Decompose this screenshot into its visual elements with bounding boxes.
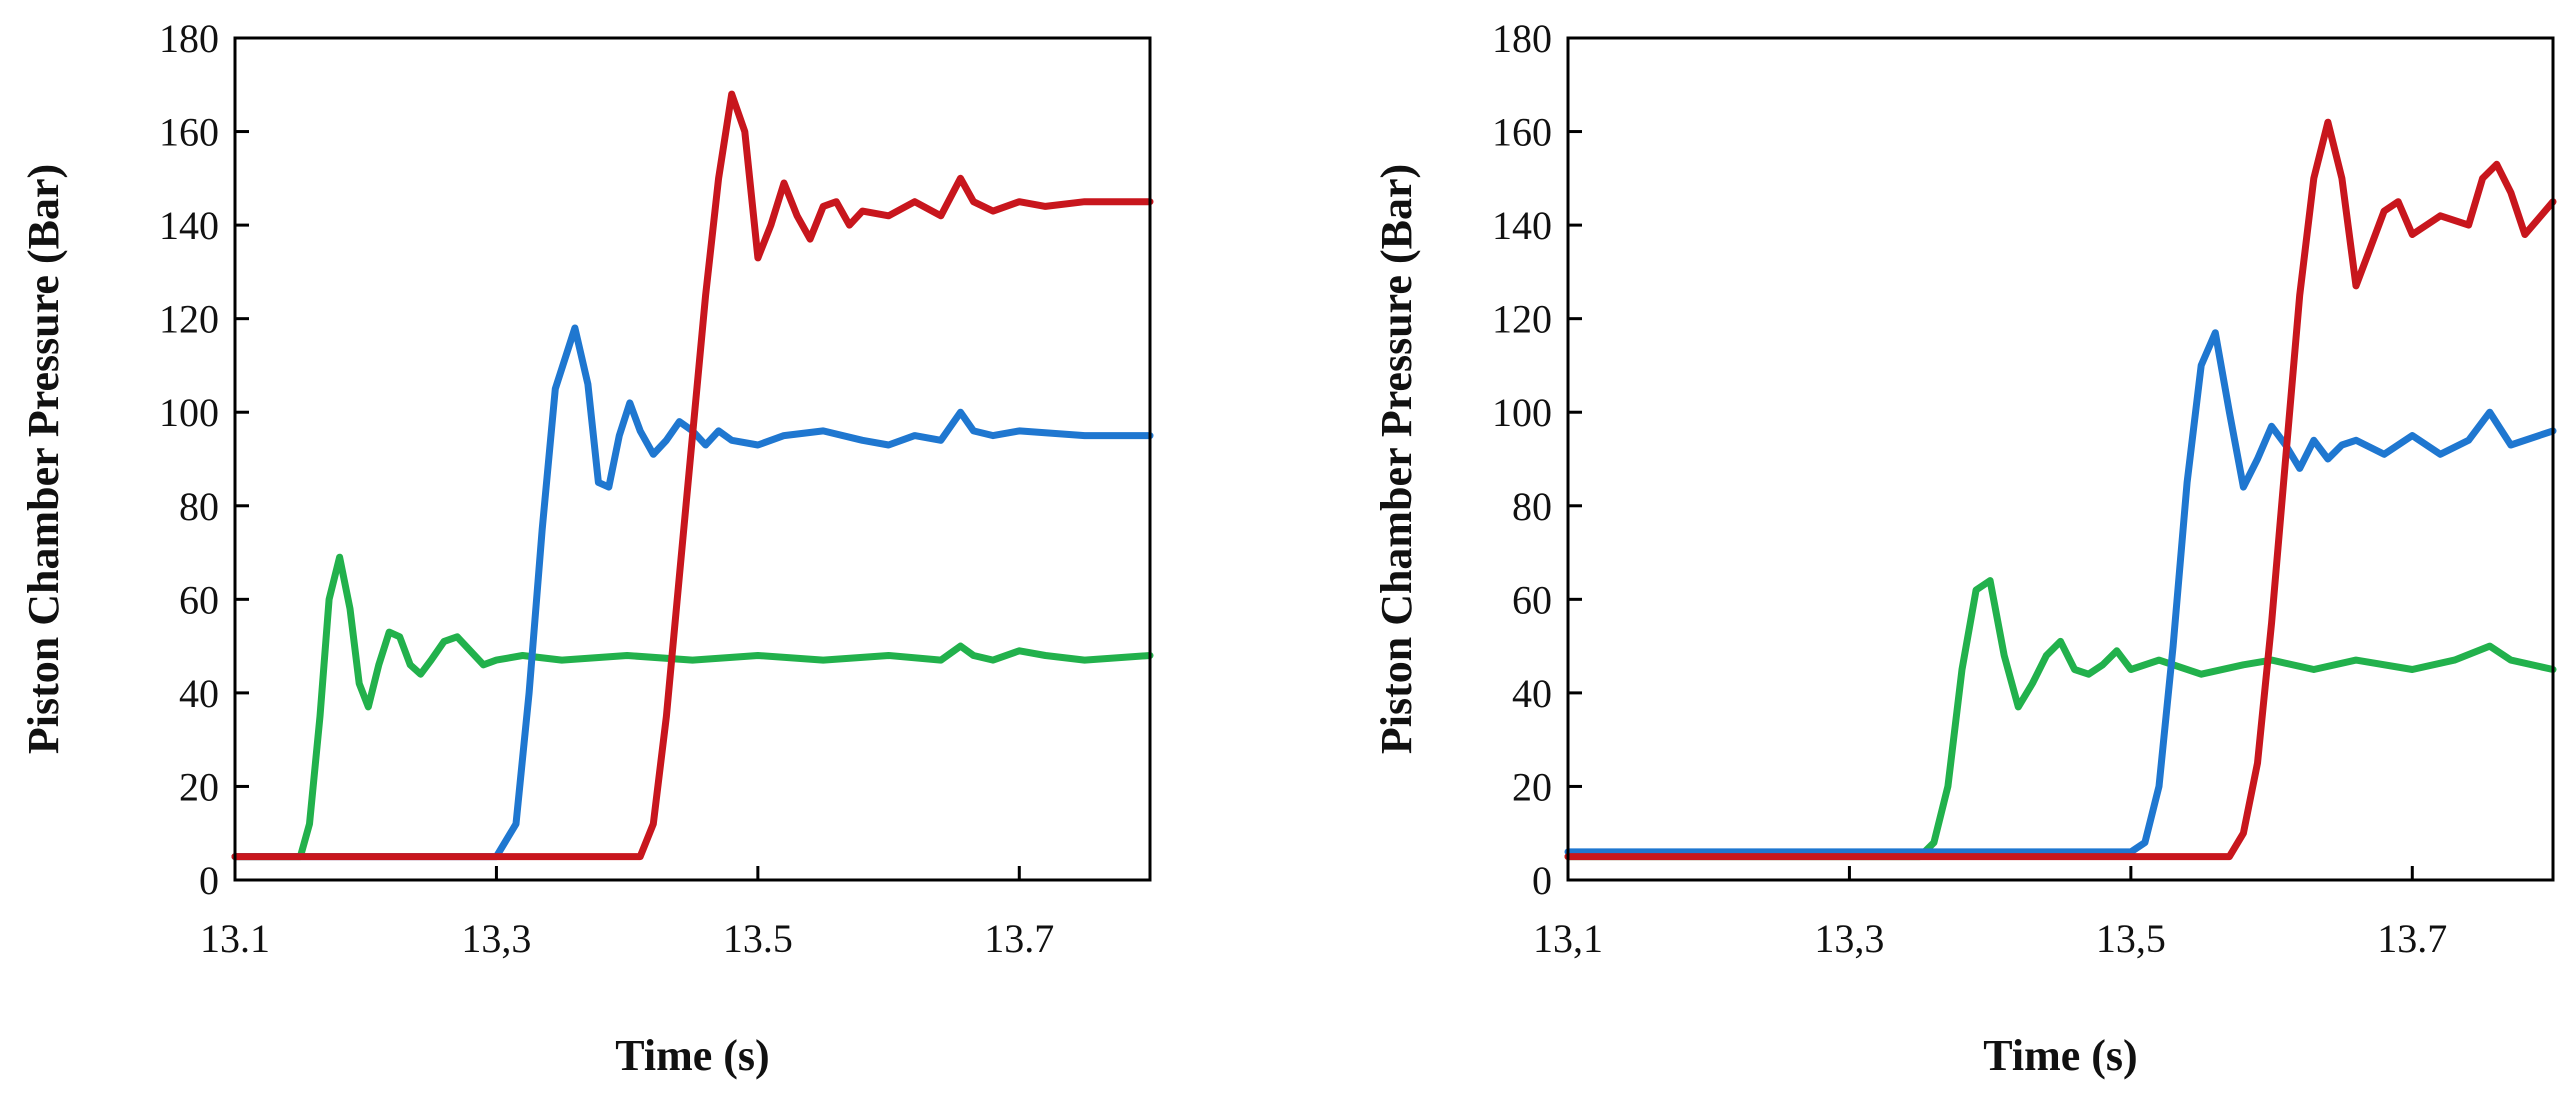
y-tick-label: 60 — [1512, 577, 1552, 622]
y-tick-label: 40 — [179, 671, 219, 716]
y-tick-label: 80 — [1512, 484, 1552, 529]
x-tick-label: 13.5 — [723, 916, 793, 961]
y-tick-label: 0 — [199, 858, 219, 903]
y-axis-title: Piston Chamber Pressure (Bar) — [19, 164, 68, 754]
x-tick-label: 13,3 — [461, 916, 531, 961]
y-tick-label: 140 — [159, 203, 219, 248]
y-tick-label: 80 — [179, 484, 219, 529]
plot-frame — [233, 36, 1152, 882]
y-tick-label: 20 — [179, 764, 219, 809]
y-tick-label: 100 — [159, 390, 219, 435]
chart-right: 0 20 40 60 80 100 120 140 160 180 13,1 13,3 13,5 13.7… — [1372, 16, 2557, 1080]
x-tick-label: 13,1 — [1533, 916, 1603, 961]
x-axis-title: Time (s) — [615, 1031, 769, 1080]
y-tick-label: 0 — [1532, 858, 1552, 903]
y-tick-label: 160 — [159, 110, 219, 155]
y-tick-label: 100 — [1492, 390, 1552, 435]
x-tick-label: 13.1 — [200, 916, 270, 961]
y-tick-label: 180 — [159, 16, 219, 61]
y-tick-label: 60 — [179, 577, 219, 622]
chart-left: 0 20 40 60 80 100 120 140 160 180 13.1 13,3 13.5 13.7… — [19, 16, 1154, 1080]
series-line-green — [231, 553, 1154, 861]
y-tick-label: 180 — [1492, 16, 1552, 61]
x-axis-title: Time (s) — [1983, 1031, 2137, 1080]
y-tick-label: 120 — [159, 297, 219, 342]
x-tick-label: 13,3 — [1814, 916, 1884, 961]
series-line-green — [1564, 577, 2557, 861]
y-tick-label: 40 — [1512, 671, 1552, 716]
series-line-red — [1564, 118, 2557, 861]
y-tick-label: 20 — [1512, 764, 1552, 809]
series-line-red — [231, 90, 1154, 861]
x-tick-label: 13.7 — [984, 916, 1054, 961]
series-line-blue — [1564, 329, 2557, 856]
x-tick-label: 13.7 — [2377, 916, 2447, 961]
y-axis-title: Piston Chamber Pressure (Bar) — [1372, 164, 1421, 754]
x-tick-label: 13,5 — [2096, 916, 2166, 961]
y-tick-label: 140 — [1492, 203, 1552, 248]
plot-frame — [1566, 36, 2555, 882]
y-tick-label: 120 — [1492, 297, 1552, 342]
y-tick-label: 160 — [1492, 110, 1552, 155]
